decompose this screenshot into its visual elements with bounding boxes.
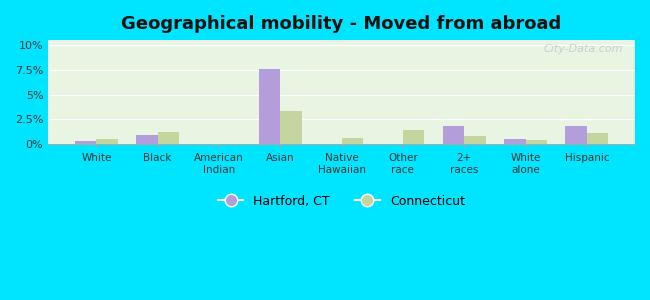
Bar bbox=[259, 69, 280, 144]
Bar bbox=[587, 133, 608, 144]
Bar bbox=[403, 130, 424, 144]
Bar bbox=[136, 135, 158, 144]
Bar bbox=[504, 139, 526, 144]
Bar bbox=[75, 141, 96, 144]
Bar bbox=[566, 126, 587, 144]
Bar bbox=[464, 136, 486, 144]
Bar bbox=[96, 139, 118, 144]
Bar bbox=[443, 126, 464, 144]
Bar bbox=[342, 138, 363, 144]
Bar bbox=[526, 140, 547, 144]
Bar bbox=[280, 111, 302, 144]
Bar bbox=[158, 132, 179, 144]
Text: City-Data.com: City-Data.com bbox=[544, 44, 623, 54]
Title: Geographical mobility - Moved from abroad: Geographical mobility - Moved from abroa… bbox=[122, 15, 562, 33]
Legend: Hartford, CT, Connecticut: Hartford, CT, Connecticut bbox=[213, 190, 470, 213]
